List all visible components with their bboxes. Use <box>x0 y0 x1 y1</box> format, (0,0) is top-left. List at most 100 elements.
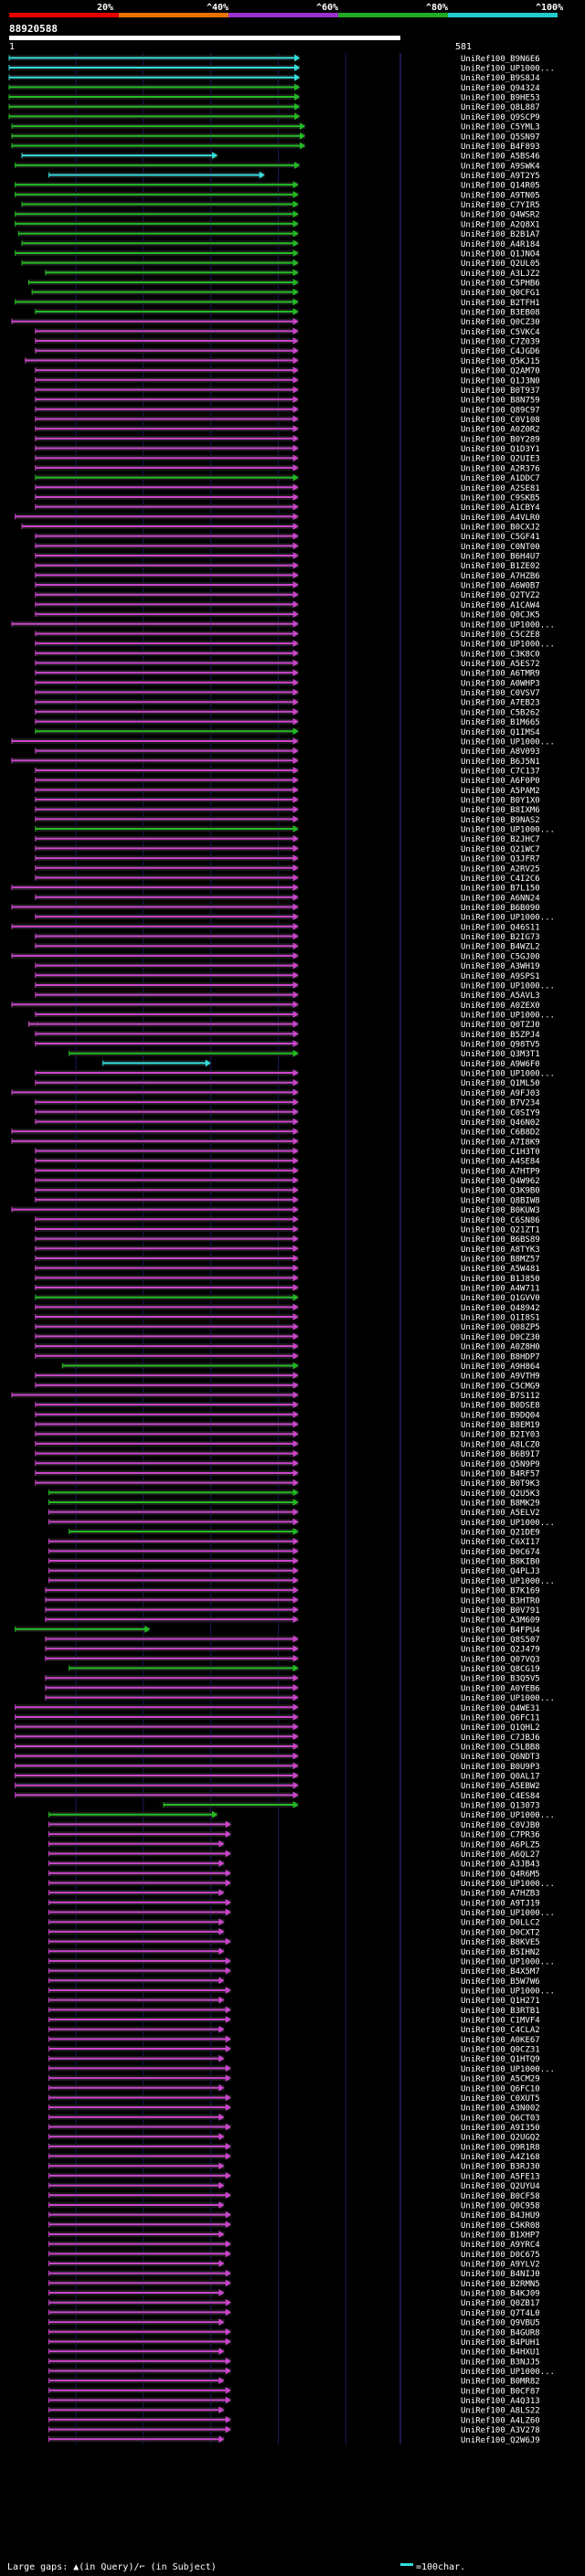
hit-label[interactable]: UniRef100_Q8S507 <box>461 1636 540 1645</box>
hit-label[interactable]: UniRef100_Q0C958 <box>461 2201 540 2210</box>
hit-label[interactable]: UniRef100_D0C675 <box>461 2251 540 2260</box>
hit-label[interactable]: UniRef100_Q1JNO4 <box>461 249 540 259</box>
hit-label[interactable]: UniRef100_UP1000... <box>461 826 555 835</box>
hit-label[interactable]: UniRef100_C0VSV7 <box>461 689 540 698</box>
hit-label[interactable]: UniRef100_B3NJJ5 <box>461 2358 540 2367</box>
hit-label[interactable]: UniRef100_A5ES72 <box>461 660 540 669</box>
hit-label[interactable]: UniRef100_B6BS89 <box>461 1235 540 1245</box>
hit-label[interactable]: UniRef100_A4Z168 <box>461 2153 540 2162</box>
hit-label[interactable]: UniRef100_Q21WC7 <box>461 845 540 854</box>
hit-label[interactable]: UniRef100_B9N6E6 <box>461 55 540 64</box>
hit-label[interactable]: UniRef100_Q9R1R8 <box>461 2143 540 2152</box>
hit-label[interactable]: UniRef100_Q3JFR7 <box>461 855 540 864</box>
hit-label[interactable]: UniRef100_A9YRC4 <box>461 2241 540 2250</box>
hit-label[interactable]: UniRef100_A0KE67 <box>461 2036 540 2045</box>
hit-label[interactable]: UniRef100_Q9VBU5 <box>461 2319 540 2328</box>
hit-label[interactable]: UniRef100_Q4PLJ3 <box>461 1567 540 1576</box>
hit-label[interactable]: UniRef100_A6F0P0 <box>461 777 540 786</box>
hit-label[interactable]: UniRef100_Q0CZ31 <box>461 2046 540 2055</box>
hit-label[interactable]: UniRef100_C5CMG9 <box>461 1382 540 1391</box>
hit-label[interactable]: UniRef100_Q2UYU4 <box>461 2182 540 2191</box>
hit-label[interactable]: UniRef100_UP1000... <box>461 620 555 630</box>
hit-label[interactable]: UniRef100_Q0CZ30 <box>461 318 540 327</box>
hit-label[interactable]: UniRef100_Q2UIE3 <box>461 455 540 464</box>
hit-label[interactable]: UniRef100_B4WZL2 <box>461 943 540 952</box>
hit-label[interactable]: UniRef100_Q2AM70 <box>461 367 540 376</box>
hit-label[interactable]: UniRef100_B7K169 <box>461 1587 540 1596</box>
hit-label[interactable]: UniRef100_A7HZB6 <box>461 572 540 581</box>
hit-label[interactable]: UniRef100_B4NIJ0 <box>461 2270 540 2279</box>
hit-label[interactable]: UniRef100_A7I8K9 <box>461 1138 540 1147</box>
hit-label[interactable]: UniRef100_B0U9P3 <box>461 1763 540 1772</box>
hit-label[interactable]: UniRef100_Q4W962 <box>461 1177 540 1186</box>
hit-label[interactable]: UniRef100_A6TMR9 <box>461 670 540 679</box>
hit-label[interactable]: UniRef100_C5GF41 <box>461 533 540 542</box>
hit-label[interactable]: UniRef100_A4R184 <box>461 240 540 249</box>
hit-label[interactable]: UniRef100_Q0ZB17 <box>461 2299 540 2308</box>
hit-label[interactable]: UniRef100_A5FE13 <box>461 2172 540 2181</box>
hit-label[interactable]: UniRef100_B4RF57 <box>461 1469 540 1479</box>
hit-label[interactable]: UniRef100_Q5KJ15 <box>461 357 540 366</box>
hit-label[interactable]: UniRef100_Q46N02 <box>461 1118 540 1128</box>
hit-label[interactable]: UniRef100_A7EB23 <box>461 699 540 708</box>
hit-label[interactable]: UniRef100_A2R376 <box>461 464 540 473</box>
hit-label[interactable]: UniRef100_C1H3T0 <box>461 1148 540 1157</box>
hit-label[interactable]: UniRef100_B7S112 <box>461 1392 540 1401</box>
hit-label[interactable]: UniRef100_A5PAM2 <box>461 787 540 796</box>
hit-label[interactable]: UniRef100_A5W481 <box>461 1265 540 1274</box>
hit-label[interactable]: UniRef100_A1DDC7 <box>461 474 540 483</box>
hit-label[interactable]: UniRef100_A3WH19 <box>461 962 540 971</box>
hit-label[interactable]: UniRef100_B0Y1X0 <box>461 797 540 806</box>
hit-label[interactable]: UniRef100_C6B8D2 <box>461 1129 540 1138</box>
hit-label[interactable]: UniRef100_UP1000... <box>461 981 555 991</box>
hit-label[interactable]: UniRef100_B0KUW3 <box>461 1206 540 1215</box>
hit-label[interactable]: UniRef100_A2Q8X1 <box>461 220 540 229</box>
hit-label[interactable]: UniRef100_B0T937 <box>461 387 540 396</box>
hit-label[interactable]: UniRef100_A9T2Y5 <box>461 172 540 181</box>
hit-label[interactable]: UniRef100_A9FJ03 <box>461 1089 540 1098</box>
hit-label[interactable]: UniRef100_B8HDP7 <box>461 1352 540 1362</box>
hit-label[interactable]: UniRef100_B3HTR0 <box>461 1596 540 1606</box>
hit-label[interactable]: UniRef100_Q6FC10 <box>461 2084 540 2094</box>
hit-label[interactable]: UniRef100_A9W6F0 <box>461 1060 540 1069</box>
hit-label[interactable]: UniRef100_Q0CJK5 <box>461 611 540 620</box>
hit-label[interactable]: UniRef100_C4ES84 <box>461 1792 540 1801</box>
hit-label[interactable]: UniRef100_Q2UL05 <box>461 260 540 269</box>
hit-label[interactable]: UniRef100_C0VJB0 <box>461 1821 540 1830</box>
hit-label[interactable]: UniRef100_B8MK29 <box>461 1499 540 1508</box>
hit-label[interactable]: UniRef100_A0YEB6 <box>461 1684 540 1693</box>
hit-label[interactable]: UniRef100_A4SE84 <box>461 1158 540 1167</box>
hit-label[interactable]: UniRef100_Q48942 <box>461 1304 540 1313</box>
hit-label[interactable]: UniRef100_B2IY03 <box>461 1431 540 1440</box>
hit-label[interactable]: UniRef100_C5KR08 <box>461 2221 540 2231</box>
hit-label[interactable]: UniRef100_B4F893 <box>461 143 540 152</box>
hit-label[interactable]: UniRef100_A9YLV2 <box>461 2261 540 2270</box>
hit-label[interactable]: UniRef100_C7YIR5 <box>461 201 540 210</box>
hit-label[interactable]: UniRef100_C4CLA2 <box>461 2026 540 2035</box>
hit-label[interactable]: UniRef100_Q2J479 <box>461 1646 540 1655</box>
hit-label[interactable]: UniRef100_Q14R05 <box>461 182 540 191</box>
hit-label[interactable]: UniRef100_A5ELV2 <box>461 1509 540 1518</box>
hit-label[interactable]: UniRef100_UP1000... <box>461 914 555 923</box>
hit-label[interactable]: UniRef100_B1ZE02 <box>461 562 540 571</box>
hit-label[interactable]: UniRef100_Q08ZP5 <box>461 1323 540 1332</box>
hit-label[interactable]: UniRef100_A4W711 <box>461 1285 540 1294</box>
hit-label[interactable]: UniRef100_Q7T4L0 <box>461 2309 540 2318</box>
hit-label[interactable]: UniRef100_B0CXJ2 <box>461 523 540 532</box>
hit-label[interactable]: UniRef100_B6B9I7 <box>461 1450 540 1459</box>
hit-label[interactable]: UniRef100_A9I350 <box>461 2124 540 2133</box>
hit-label[interactable]: UniRef100_C5VKC4 <box>461 328 540 337</box>
hit-label[interactable]: UniRef100_C7PR36 <box>461 1831 540 1840</box>
hit-label[interactable]: UniRef100_C7JBJ6 <box>461 1733 540 1743</box>
hit-label[interactable]: UniRef100_C1MVF4 <box>461 2017 540 2026</box>
hit-label[interactable]: UniRef100_Q6NDT3 <box>461 1753 540 1762</box>
hit-label[interactable]: UniRef100_C6XI17 <box>461 1538 540 1547</box>
hit-label[interactable]: UniRef100_UP1000... <box>461 1011 555 1020</box>
hit-label[interactable]: UniRef100_B0V791 <box>461 1606 540 1616</box>
hit-label[interactable]: UniRef100_Q07VQ3 <box>461 1655 540 1664</box>
hit-label[interactable]: UniRef100_A8V093 <box>461 747 540 757</box>
hit-label[interactable]: UniRef100_A0ZEX0 <box>461 1002 540 1011</box>
hit-label[interactable]: UniRef100_Q6FC11 <box>461 1713 540 1723</box>
hit-label[interactable]: UniRef100_A5AVL3 <box>461 991 540 1001</box>
hit-label[interactable]: UniRef100_A8LS22 <box>461 2407 540 2416</box>
